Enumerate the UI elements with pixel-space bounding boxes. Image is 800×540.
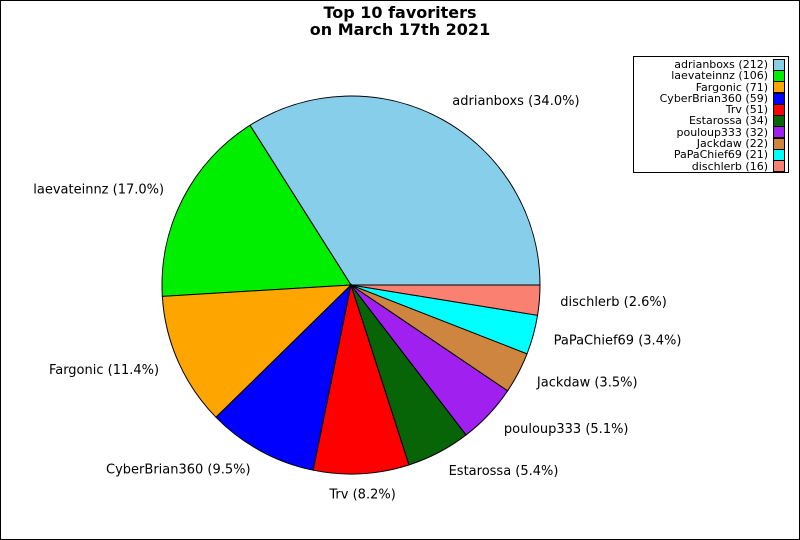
legend-color-swatch <box>773 92 785 105</box>
slice-label-adrianboxs: adrianboxs (34.0%) <box>452 94 579 109</box>
legend-item-label: Estarossa (34) <box>688 114 768 128</box>
legend-color-swatch <box>773 126 785 139</box>
chart-title-line1: Top 10 favoriters <box>323 3 477 22</box>
slice-label-CyberBrian360: CyberBrian360 (9.5%) <box>106 463 251 478</box>
legend-item-label: CyberBrian360 (59) <box>659 91 768 105</box>
legend-item-PaPaChief69: PaPaChief69 (21) <box>634 148 788 162</box>
legend-item-label: Jackdaw (22) <box>696 137 768 151</box>
pie-slice-adrianboxs <box>249 95 541 286</box>
legend-item-label: dischlerb (16) <box>691 159 768 173</box>
pie-slice-CyberBrian360 <box>215 283 352 471</box>
slice-label-Estarossa: Estarossa (5.4%) <box>449 464 559 479</box>
legend-color-swatch <box>773 58 785 71</box>
legend-item-laevateinnz: laevateinnz (106) <box>634 69 788 83</box>
legend-color-swatch <box>773 149 785 162</box>
legend-color-swatch <box>773 69 785 82</box>
chart-title: Top 10 favoriters on March 17th 2021 <box>1 4 799 38</box>
slice-label-dischlerb: dischlerb (2.6%) <box>560 295 667 310</box>
legend-item-label: Trv (51) <box>725 103 768 117</box>
pie-slice-Fargonic <box>161 284 353 418</box>
legend-color-swatch <box>773 160 785 173</box>
legend-item-label: Fargonic (71) <box>695 80 768 94</box>
pie-slice-laevateinnz <box>161 124 352 297</box>
slice-label-pouloup333: pouloup333 (5.1%) <box>504 422 629 437</box>
legend-color-swatch <box>773 81 785 94</box>
legend-color-swatch <box>773 103 785 116</box>
legend-item-label: laevateinnz (106) <box>671 69 768 83</box>
chart-title-line2: on March 17th 2021 <box>309 20 491 39</box>
legend-color-swatch <box>773 137 785 150</box>
pie-slice-Trv <box>312 283 410 475</box>
legend-item-label: adrianboxs (212) <box>674 58 768 71</box>
legend-item-pouloup333: pouloup333 (32) <box>634 125 788 139</box>
slice-label-PaPaChief69: PaPaChief69 (3.4%) <box>554 333 682 348</box>
slice-label-Fargonic: Fargonic (11.4%) <box>49 363 159 378</box>
slice-label-laevateinnz: laevateinnz (17.0%) <box>33 182 164 197</box>
pie-slice-dischlerb <box>350 284 541 316</box>
legend-item-label: PaPaChief69 (21) <box>673 148 768 162</box>
legend-item-dischlerb: dischlerb (16) <box>634 159 788 173</box>
legend-item-label: pouloup333 (32) <box>676 125 769 139</box>
slice-label-Jackdaw: Jackdaw (3.5%) <box>536 376 638 391</box>
legend: adrianboxs (212) laevateinnz (106) Fargoni… <box>633 56 789 173</box>
slice-label-Trv: Trv (8.2%) <box>328 488 395 503</box>
legend-color-swatch <box>773 115 785 128</box>
